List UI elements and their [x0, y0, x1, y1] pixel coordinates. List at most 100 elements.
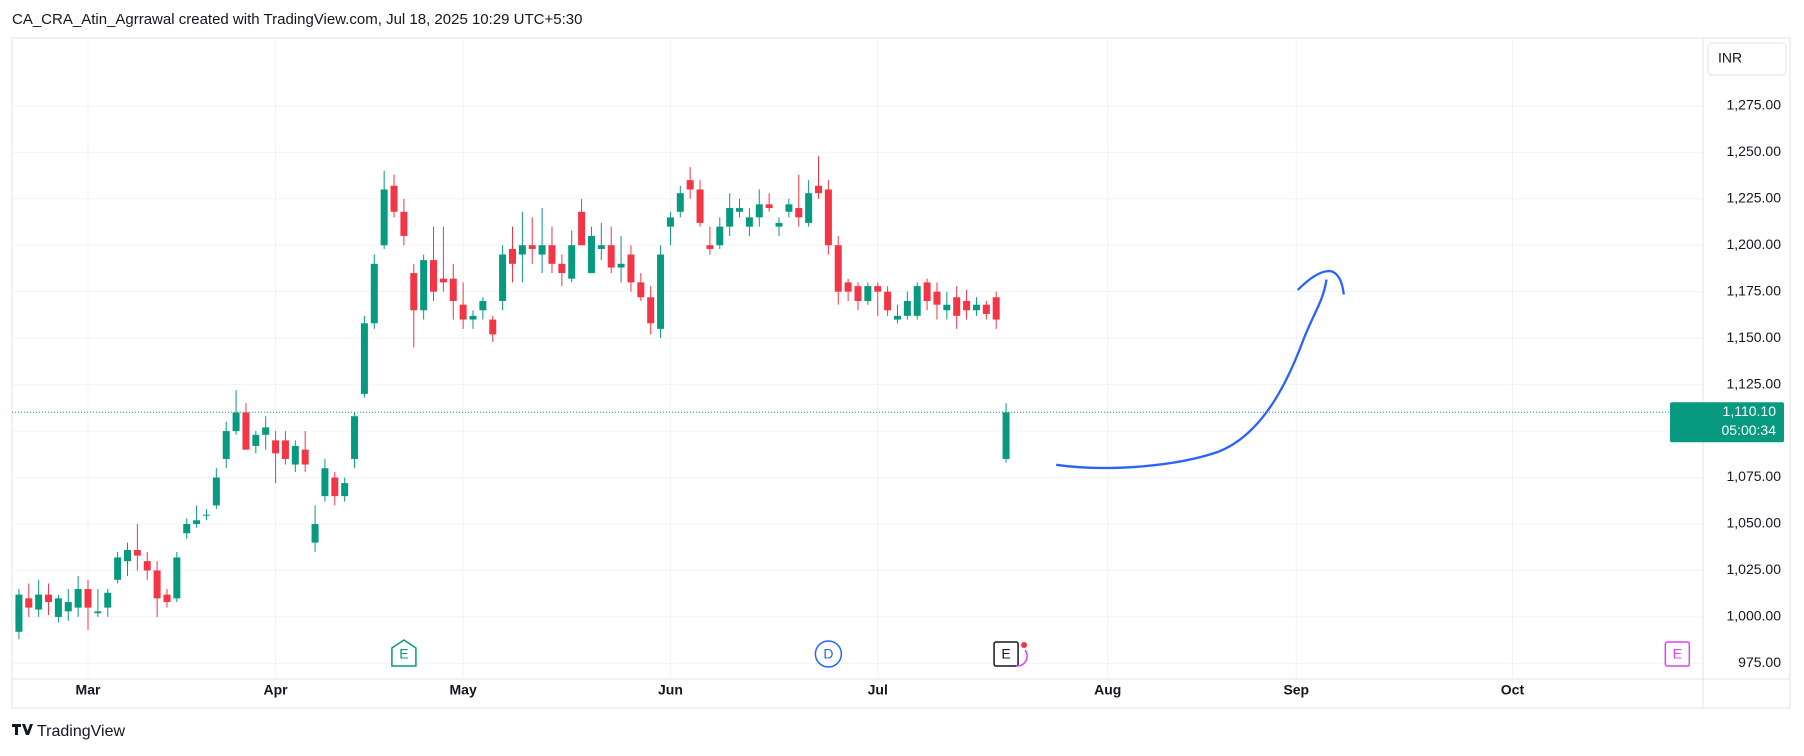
countdown: 05:00:34 [1722, 422, 1777, 438]
x-tick-label: Jul [868, 682, 888, 698]
candle-body [281, 440, 289, 459]
candle-body [489, 319, 497, 335]
candle-body [617, 263, 625, 268]
candle-body [469, 315, 477, 320]
candle-body [360, 323, 368, 394]
candle-body [84, 589, 92, 608]
freehand-curve [1055, 279, 1328, 470]
frame [11, 37, 1791, 709]
event-label: E [1673, 646, 1682, 662]
candle-body [459, 304, 467, 320]
candle-body [755, 204, 763, 218]
candle-body [963, 300, 971, 311]
candle-body [775, 222, 783, 227]
x-tick-label: Apr [264, 682, 289, 698]
candle-body [637, 282, 645, 298]
currency-box[interactable] [1707, 42, 1787, 76]
candle-body [153, 570, 161, 599]
event-dot [1021, 642, 1028, 648]
header: CA_CRA_Atin_Agrrawal created with Tradin… [12, 11, 582, 28]
candle-body [726, 208, 734, 227]
event-marker[interactable]: D [814, 640, 843, 668]
candle-body [834, 245, 842, 292]
candle-body [884, 291, 892, 311]
last-price-label: 1,110.10 [1723, 403, 1777, 419]
x-tick-label: Sep [1283, 682, 1309, 698]
candle-body [785, 204, 793, 212]
candle-body [982, 304, 990, 314]
candle-body [736, 208, 744, 212]
y-tick-label: 1,175.00 [1727, 282, 1782, 298]
event-icon [391, 639, 417, 667]
candle-body [183, 524, 191, 534]
candle-body [410, 273, 418, 311]
candle-body [518, 245, 526, 255]
x-tick-label: Mar [76, 682, 101, 698]
candle-body [45, 594, 53, 603]
candle-body [706, 245, 714, 249]
candle-body [953, 297, 961, 316]
event-marker[interactable]: E [391, 639, 417, 667]
plot: 975.00 1,000.00 1,025.00 1,050.00 1,075.00 1,… [12, 38, 1784, 698]
candle-body [222, 431, 230, 459]
candle-body [933, 291, 941, 305]
candle-body [893, 315, 901, 320]
candle-body [420, 260, 428, 311]
candle-body [133, 550, 141, 556]
event-marker[interactable]: E [1664, 641, 1691, 667]
candle-body [163, 594, 171, 603]
candle-body [390, 185, 398, 212]
candle-body [854, 286, 862, 301]
candle-body [104, 592, 112, 608]
candle-body [449, 278, 457, 301]
candle-body [745, 217, 753, 227]
candle-body [568, 245, 576, 279]
candle-body [597, 245, 605, 249]
x-tick-label: Aug [1094, 682, 1121, 698]
candle-body [331, 477, 339, 497]
candle-body [15, 594, 23, 632]
y-tick-label: 975.00 [1738, 654, 1781, 670]
candle-body [686, 180, 694, 190]
candle-body [400, 211, 408, 236]
candle-body [212, 477, 220, 506]
candle-body [815, 185, 823, 194]
candle-body [64, 602, 72, 612]
candle-body [972, 304, 980, 311]
candle-body [1002, 412, 1010, 459]
candle-body [992, 297, 1000, 320]
candle-body [528, 245, 536, 249]
logo: TradingView [12, 723, 125, 740]
y-tick-label: 1,250.00 [1727, 143, 1782, 159]
candle-body [627, 254, 635, 283]
candle-body [74, 589, 82, 608]
candle-body [548, 245, 556, 264]
event-icon [814, 640, 843, 668]
candle-body [35, 594, 43, 610]
candle-body [558, 263, 566, 274]
candle-body [805, 193, 813, 223]
candle-body [607, 245, 615, 268]
candle-body [143, 561, 151, 571]
x-tick-label: Jun [658, 682, 683, 698]
candle-body [657, 254, 665, 329]
candle-body [252, 434, 260, 446]
event-label: D [823, 646, 833, 662]
y-tick-label: 1,000.00 [1727, 608, 1782, 624]
candle-body [864, 286, 872, 301]
event-marker[interactable]: E [993, 641, 1028, 667]
candle-body [341, 483, 349, 497]
candle-body [380, 189, 388, 246]
candle-body [25, 598, 33, 608]
candle-body [696, 189, 704, 223]
y-tick-label: 1,225.00 [1727, 189, 1782, 205]
logo-text: TradingView [37, 723, 125, 740]
candle-body [923, 282, 931, 301]
candle-body [291, 445, 299, 465]
candle-body [824, 189, 832, 246]
candle-body [874, 286, 882, 292]
y-tick-label: 1,025.00 [1727, 561, 1782, 577]
candle-body [578, 211, 586, 246]
candle-body [439, 278, 447, 283]
